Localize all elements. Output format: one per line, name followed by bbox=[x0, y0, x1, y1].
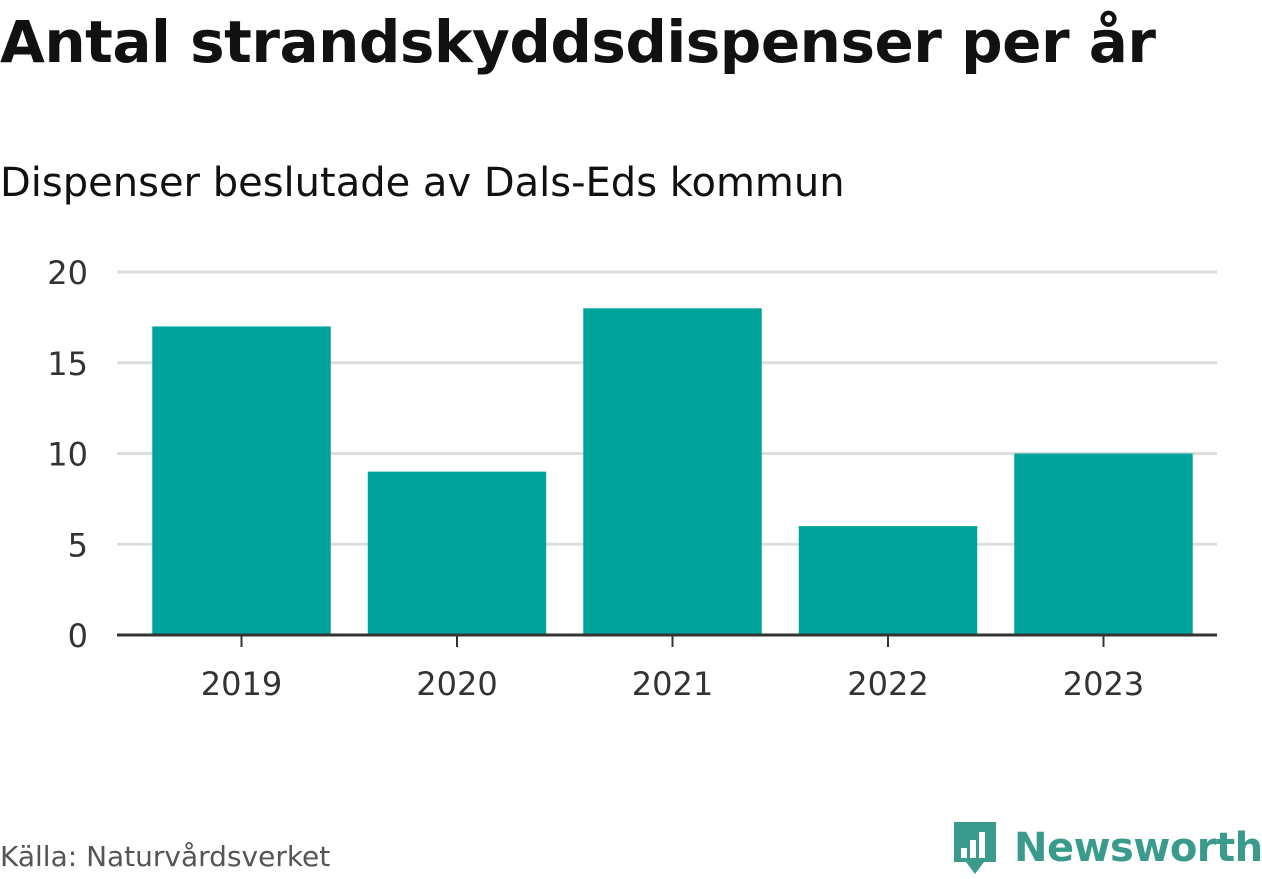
y-tick-label: 5 bbox=[68, 526, 88, 564]
bars bbox=[152, 308, 1193, 636]
x-tick-label: 2023 bbox=[1063, 665, 1144, 703]
newsworthy-logo-icon bbox=[954, 822, 996, 874]
bar-2020[interactable] bbox=[367, 471, 547, 635]
y-tick-label: 20 bbox=[47, 254, 88, 292]
newsworthy-logo-text: Newsworthy bbox=[1014, 825, 1262, 871]
source-note: Källa: Naturvårdsverket bbox=[0, 840, 331, 873]
y-tick-label: 10 bbox=[47, 436, 88, 474]
x-tick-label: 2019 bbox=[201, 665, 282, 703]
bar-2023[interactable] bbox=[1014, 453, 1193, 636]
bar-chart: 0 5 10 15 20 2019 2020 2021 2022 2023 bbox=[47, 254, 1217, 703]
x-axis: 2019 2020 2021 2022 2023 bbox=[117, 633, 1217, 703]
x-tick-label: 2022 bbox=[847, 665, 928, 703]
y-axis-ticks: 0 5 10 15 20 bbox=[47, 254, 88, 655]
y-tick-label: 0 bbox=[68, 617, 88, 655]
bar-2022[interactable] bbox=[798, 526, 978, 635]
x-tick-label: 2021 bbox=[632, 665, 713, 703]
y-tick-label: 15 bbox=[47, 345, 88, 383]
x-tick-label: 2020 bbox=[416, 665, 497, 703]
bar-2019[interactable] bbox=[152, 326, 331, 635]
newsworthy-logo[interactable]: Newsworthy bbox=[950, 818, 1262, 878]
chart-subtitle: Dispenser beslutade av Dals-Eds kommun bbox=[0, 160, 845, 206]
chart-title: Antal strandskyddsdispenser per år bbox=[0, 8, 1156, 76]
bar-2021[interactable] bbox=[583, 308, 762, 635]
